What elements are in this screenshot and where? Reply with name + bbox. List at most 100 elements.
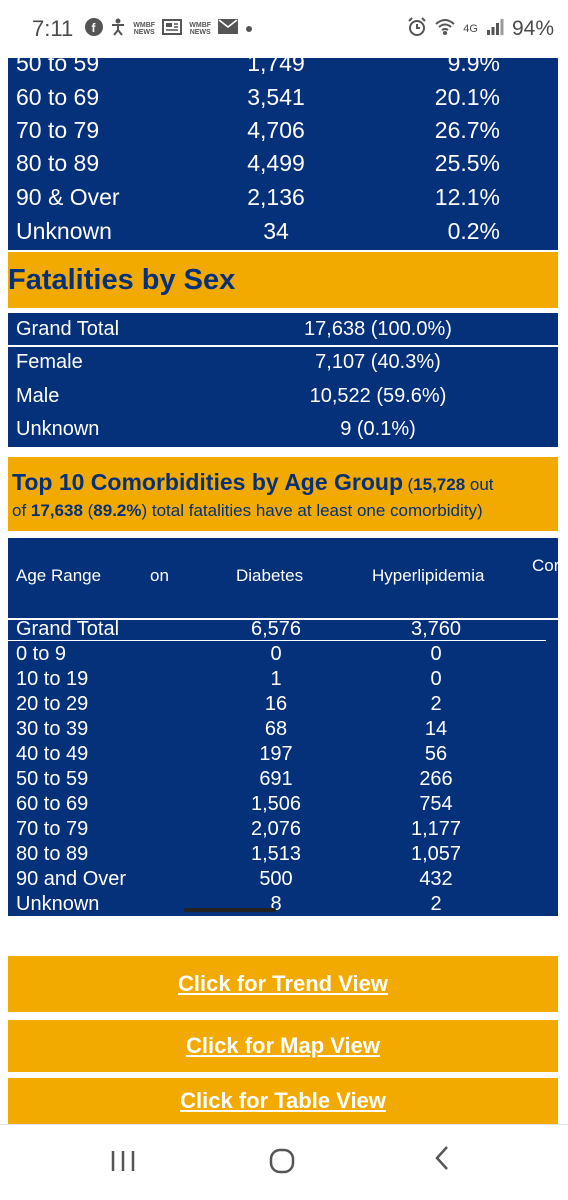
section-title: Top 10 Comorbidities by Age Group xyxy=(12,469,404,495)
more-notifications-icon xyxy=(245,20,253,38)
row-hyperlipidemia: 56 xyxy=(424,743,448,765)
row-hyperlipidemia: 754 xyxy=(419,793,453,815)
alarm-icon xyxy=(407,16,427,42)
comorbidities-table[interactable]: Age Range on Diabetes Hyperlipidemia Cor… xyxy=(8,538,558,916)
row-age-range: 40 to 49 xyxy=(16,743,89,765)
row-hyperlipidemia: 14 xyxy=(424,718,448,740)
column-header-hyperlipidemia[interactable]: Hyperlipidemia xyxy=(372,566,485,585)
table-row: 80 to 89 1,513 1,057 xyxy=(8,843,558,868)
back-icon[interactable] xyxy=(432,1143,452,1181)
age-pct: 0.2% xyxy=(447,218,500,244)
table-row: Unknown 9 (0.1%) xyxy=(8,413,558,446)
table-row: 80 to 89 4,499 25.5% xyxy=(8,150,558,183)
row-age-range: 10 to 19 xyxy=(16,668,89,690)
facebook-icon: f xyxy=(85,17,104,41)
table-row: 40 to 49 197 56 xyxy=(8,743,558,768)
table-row: Grand Total 6,576 3,760 xyxy=(8,618,558,643)
age-pct: 20.1% xyxy=(434,84,500,110)
signal-icon xyxy=(486,18,504,41)
column-header-next[interactable]: Cor xyxy=(532,556,558,575)
sex-value: 7,107 (40.3%) xyxy=(315,351,441,373)
row-diabetes: 1 xyxy=(270,668,282,690)
table-row: 90 & Over 2,136 12.1% xyxy=(8,184,558,217)
news-app-icon: WMBF NEWS xyxy=(133,22,156,36)
row-age-range: 70 to 79 xyxy=(16,818,89,840)
row-diabetes: 0 xyxy=(270,643,282,665)
sex-table: Grand Total 17,638 (100.0%) Female 7,107… xyxy=(8,313,558,447)
table-row: 50 to 59 691 266 xyxy=(8,768,558,793)
row-hyperlipidemia: 2 xyxy=(430,893,442,915)
news-app-icon-2: WMBF NEWS xyxy=(189,22,212,36)
age-group-table: 50 to 59 1,749 9.9% 60 to 69 3,541 20.1%… xyxy=(8,50,558,251)
sex-value: 10,522 (59.6%) xyxy=(309,385,447,407)
map-view-button[interactable]: Click for Map View xyxy=(8,1020,558,1072)
home-icon[interactable] xyxy=(268,1147,296,1182)
row-hyperlipidemia: 266 xyxy=(419,768,453,790)
sex-label: Female xyxy=(16,351,83,373)
row-hyperlipidemia: 2 xyxy=(430,693,442,715)
comorbid-pct: 89.2% xyxy=(93,501,142,520)
comorbidities-title-line: Top 10 Comorbidities by Age Group (15,72… xyxy=(12,469,494,495)
table-view-button[interactable]: Click for Table View xyxy=(8,1078,558,1124)
status-bar: 7:11 f WMBF NEWS WMBF NEWS 4G 94% xyxy=(0,0,568,58)
accessibility-icon xyxy=(110,18,126,41)
navigation-bar xyxy=(0,1124,568,1200)
row-age-range: 30 to 39 xyxy=(16,718,89,740)
sex-label: Unknown xyxy=(16,418,100,440)
column-header-diabetes[interactable]: Diabetes xyxy=(236,566,304,585)
row-diabetes: 16 xyxy=(264,693,288,715)
row-hyperlipidemia: 1,177 xyxy=(410,818,462,840)
row-age-range: 50 to 59 xyxy=(16,768,89,790)
row-diabetes: 8 xyxy=(270,893,282,915)
row-hyperlipidemia: 432 xyxy=(419,868,453,890)
table-row: 90 and Over 500 432 xyxy=(8,868,558,893)
age-count: 2,136 xyxy=(247,184,305,210)
row-hyperlipidemia: 0 xyxy=(430,643,442,665)
age-count: 4,706 xyxy=(247,117,305,143)
trend-view-button[interactable]: Click for Trend View xyxy=(8,956,558,1012)
column-header-partial[interactable]: on xyxy=(150,566,169,585)
table-row: 70 to 79 2,076 1,177 xyxy=(8,818,558,843)
row-diabetes: 1,513 xyxy=(250,843,302,865)
age-range: 60 to 69 xyxy=(16,84,100,110)
sex-label: Grand Total xyxy=(16,318,120,340)
divider xyxy=(8,345,558,347)
column-header-age-range[interactable]: Age Range xyxy=(16,566,102,585)
network-type: 4G xyxy=(463,23,478,35)
row-diabetes: 500 xyxy=(259,868,293,890)
row-diabetes: 1,506 xyxy=(250,793,302,815)
sex-section-header: Fatalities by Sex xyxy=(8,252,558,308)
age-pct: 26.7% xyxy=(434,117,500,143)
age-range: Unknown xyxy=(16,218,112,244)
table-row: 10 to 19 1 0 xyxy=(8,668,558,693)
row-diabetes: 6,576 xyxy=(250,618,302,640)
row-hyperlipidemia: 1,057 xyxy=(410,843,462,865)
battery-level: 94% xyxy=(511,17,554,40)
comorbid-text-out: out xyxy=(465,475,494,494)
table-row: Unknown 34 0.2% xyxy=(8,218,558,251)
table-row: 60 to 69 1,506 754 xyxy=(8,793,558,818)
table-row: Female 7,107 (40.3%) xyxy=(8,346,558,379)
comorbid-text-tail: ) total fatalities have at least one com… xyxy=(141,501,483,520)
row-hyperlipidemia: 0 xyxy=(430,668,442,690)
table-row: 20 to 29 16 2 xyxy=(8,693,558,718)
mail-icon xyxy=(218,19,239,39)
table-row: Grand Total 17,638 (100.0%) xyxy=(8,313,558,346)
row-age-range: 90 and Over xyxy=(16,868,127,890)
comorbid-text-of: of xyxy=(12,501,31,520)
table-row: 30 to 39 68 14 xyxy=(8,718,558,743)
table-row: 0 to 9 0 0 xyxy=(8,643,558,668)
row-diabetes: 2,076 xyxy=(250,818,302,840)
recents-icon[interactable] xyxy=(110,1149,136,1179)
comorbidities-header: Top 10 Comorbidities by Age Group (15,72… xyxy=(8,457,558,531)
table-row: Male 10,522 (59.6%) xyxy=(8,380,558,413)
age-range: 90 & Over xyxy=(16,184,120,210)
row-hyperlipidemia: 3,760 xyxy=(410,618,462,640)
status-right: 4G 94% xyxy=(407,16,554,42)
divider xyxy=(8,640,546,641)
age-range: 70 to 79 xyxy=(16,117,100,143)
age-pct: 12.1% xyxy=(434,184,500,210)
row-age-range: 0 to 9 xyxy=(16,643,67,665)
row-diabetes: 691 xyxy=(259,768,293,790)
horizontal-scrollbar[interactable] xyxy=(184,908,276,912)
